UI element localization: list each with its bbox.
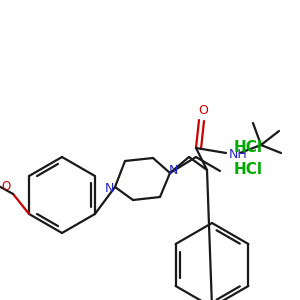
Text: NH: NH [229, 148, 248, 160]
Text: N: N [104, 182, 114, 196]
Text: O: O [198, 104, 208, 117]
Text: HCl: HCl [233, 140, 262, 155]
Text: HCl: HCl [233, 163, 262, 178]
Text: O: O [2, 180, 11, 193]
Text: N: N [168, 164, 178, 176]
